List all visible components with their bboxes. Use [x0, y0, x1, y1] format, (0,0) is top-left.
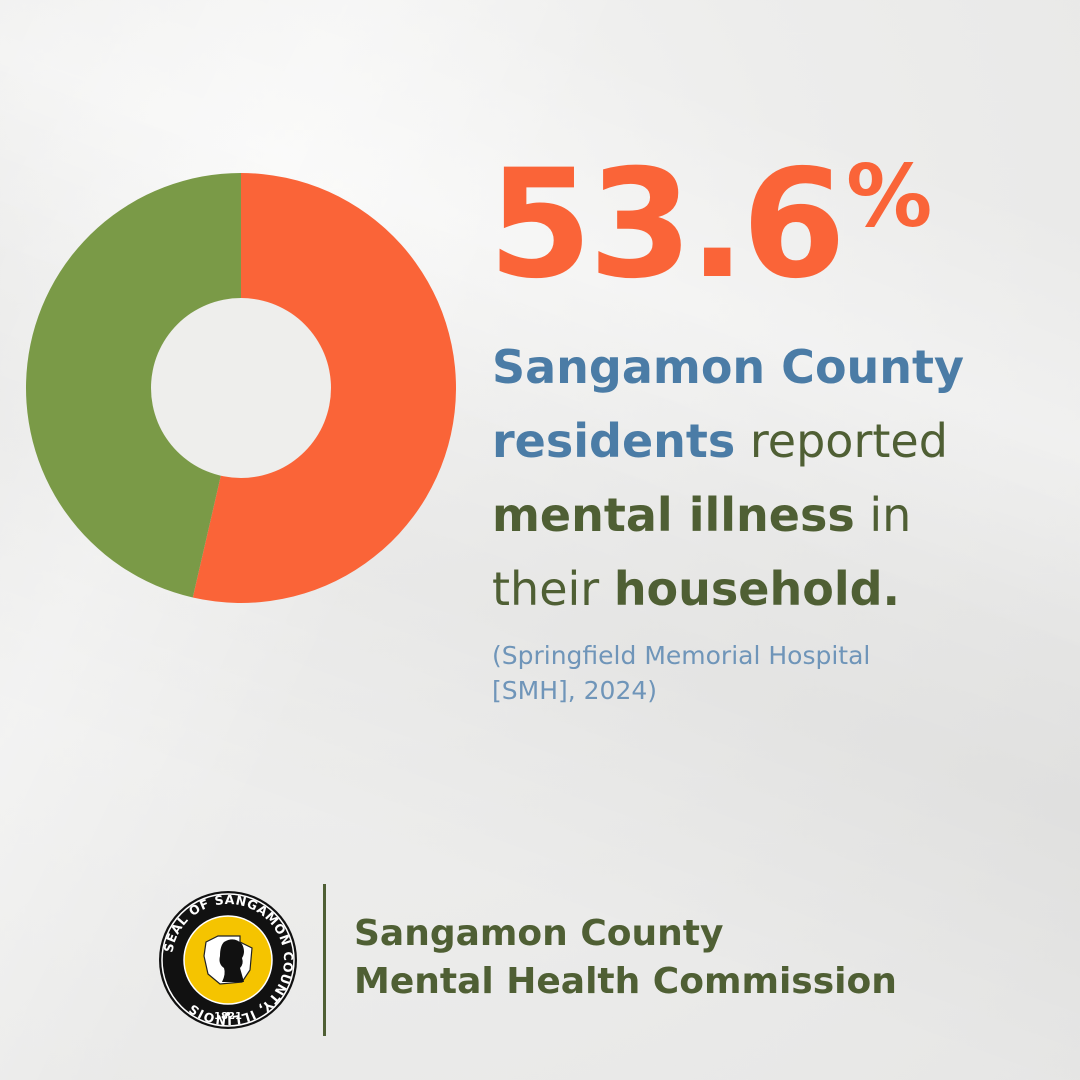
stat-number: 53.6	[488, 138, 846, 312]
org-line-2: Mental Health Commission	[354, 961, 897, 1002]
seal-year: 1821	[214, 1011, 242, 1022]
headline-residents: residents	[492, 414, 736, 468]
source-citation: (Springfield Memorial Hospital [SMH], 20…	[492, 638, 1012, 708]
headline-reported: reported	[735, 414, 948, 468]
footer-divider	[323, 884, 326, 1036]
donut-slice-2	[26, 173, 241, 598]
source-line-1: (Springfield Memorial Hospital	[492, 641, 871, 670]
headline-line-1: Sangamon County	[492, 340, 965, 394]
organization-name: Sangamon County Mental Health Commission	[354, 910, 897, 1006]
stat-percent-sign: %	[846, 147, 933, 247]
source-line-2: [SMH], 2024)	[492, 676, 658, 705]
county-seal-logo: SEAL OF SANGAMON COUNTY, ILLINOIS 1821	[159, 891, 297, 1029]
donut-chart	[26, 173, 457, 603]
headline-household: household.	[613, 562, 901, 616]
headline-their: their	[492, 562, 614, 616]
headline-in: in	[854, 488, 912, 542]
org-line-1: Sangamon County	[354, 913, 724, 954]
headline-line-4: their household.	[492, 552, 1080, 626]
headline-line-3: mental illness in	[492, 478, 1080, 552]
headline-line-2: residents reported	[492, 404, 1080, 478]
donut-hole	[151, 298, 331, 478]
headline: Sangamon County residents reported menta…	[492, 330, 1080, 626]
headline-mental-illness: mental illness	[492, 488, 855, 542]
stat-value: 53.6%	[488, 150, 932, 300]
